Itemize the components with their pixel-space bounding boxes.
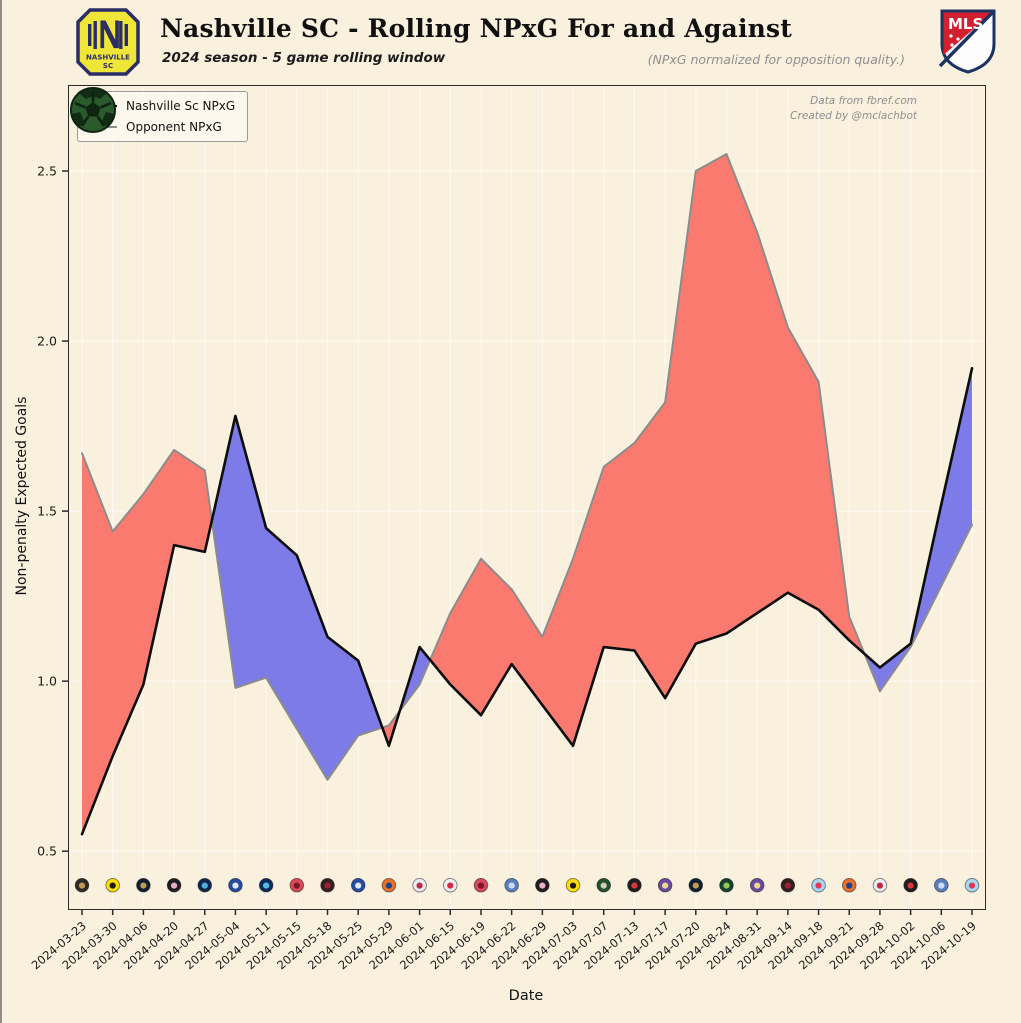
team-logo-accent-fc-cincinnati: [846, 882, 853, 889]
crest-sc-text: SC: [103, 62, 113, 70]
mls-stars: [949, 34, 960, 47]
mls-crest: MLS: [938, 9, 996, 74]
y-tick-label: 0.5: [37, 844, 57, 859]
crest-shield: [76, 8, 140, 76]
attribution-author: Created by @mclachbot: [790, 110, 917, 123]
nashville-sc-crest: NASHVILLE SC: [76, 8, 140, 76]
chart-title: Nashville SC - Rolling NPxG For and Agai…: [160, 14, 793, 43]
team-logo-accent-orlando-city: [754, 882, 761, 889]
team-logo-accent-inter-miami: [170, 882, 178, 889]
normalization-note: (NPxG normalized for opposition quality.…: [647, 52, 905, 67]
opponent-dominant-fill: [82, 154, 865, 835]
team-logo-accent-columbus-crew: [109, 882, 116, 889]
attribution-source: Data from fbref.com: [810, 95, 917, 107]
screen-left-edge: [0, 0, 2, 1023]
team-logo-accent-san-jose-earthquakes: [201, 882, 208, 889]
team-logo-accent-austin-fc: [723, 882, 730, 889]
team-logo-accent-nycfc: [938, 882, 945, 889]
team-logo-accent-lafc: [78, 882, 86, 889]
plot-area: 0.5 1.0 1.5 2.0 2.5 2024-03-23 2024-03-30 2024-…: [29, 85, 986, 972]
y-axis-title: Non-penalty Expected Goals: [14, 396, 30, 596]
opponent-npxg-line: [81, 153, 973, 781]
team-logo-accent-philadelphia-union: [692, 882, 699, 889]
team-logo-accent-chicago-fire: [815, 882, 822, 889]
legend-label: Opponent NPxG: [126, 120, 222, 134]
legend-label: Nashville Sc NPxG: [126, 99, 236, 113]
team-logo-accent-orlando-city: [662, 882, 669, 889]
mls-wordmark: MLS: [948, 15, 983, 33]
soccer-ball-icon: [70, 87, 116, 133]
team-logo-accent-dc-united: [631, 882, 638, 889]
team-logo-accent-chicago-fire: [968, 882, 976, 889]
team-logo-accent-philadelphia-union: [140, 882, 147, 889]
x-axis-title: Date: [508, 988, 544, 1004]
team-logo-accent-toronto-fc: [293, 882, 300, 889]
attribution: Data from fbref.com Created by @mclachbo…: [790, 94, 917, 124]
team-logo-accent-charlotte-fc: [263, 882, 270, 889]
chart-canvas: 0.51.01.52.02.52024-03-232024-03-302024-…: [29, 86, 985, 972]
chart-subtitle: 2024 season - 5 game rolling window: [162, 50, 446, 66]
team-logo-accent-inter-miami: [539, 882, 546, 889]
nashville-npxg-line: [80, 366, 974, 836]
team-logo-accent-atlanta-united: [324, 882, 331, 889]
team-logo-accent-cf-montreal: [232, 882, 239, 889]
crest-city-text: NASHVILLE: [86, 54, 130, 62]
team-logo-accent-columbus-crew: [569, 882, 577, 889]
team-logo-accent-new-england-revolution: [876, 882, 884, 889]
mls-slash: [938, 10, 995, 68]
team-logo-accent-cf-montreal: [355, 882, 362, 889]
y-tick-label: 2.0: [37, 334, 57, 349]
team-logo-accent-toronto-fc: [477, 882, 485, 889]
team-logo-accent-ny-red-bulls: [447, 882, 454, 889]
team-logo-accent-dc-united: [907, 882, 914, 889]
y-tick-label: 1.0: [37, 674, 57, 689]
team-logo-accent-portland-timbers: [600, 882, 607, 889]
y-tick-label: 1.5: [37, 504, 57, 519]
team-logo-accent-nycfc: [508, 882, 515, 889]
y-tick-label: 2.5: [37, 164, 57, 179]
team-logo-accent-fc-cincinnati: [385, 882, 392, 889]
team-logo-accent-new-england-revolution: [416, 882, 423, 889]
team-logo-accent-atlanta-united: [784, 882, 791, 889]
crest-n-mark: [88, 20, 128, 49]
